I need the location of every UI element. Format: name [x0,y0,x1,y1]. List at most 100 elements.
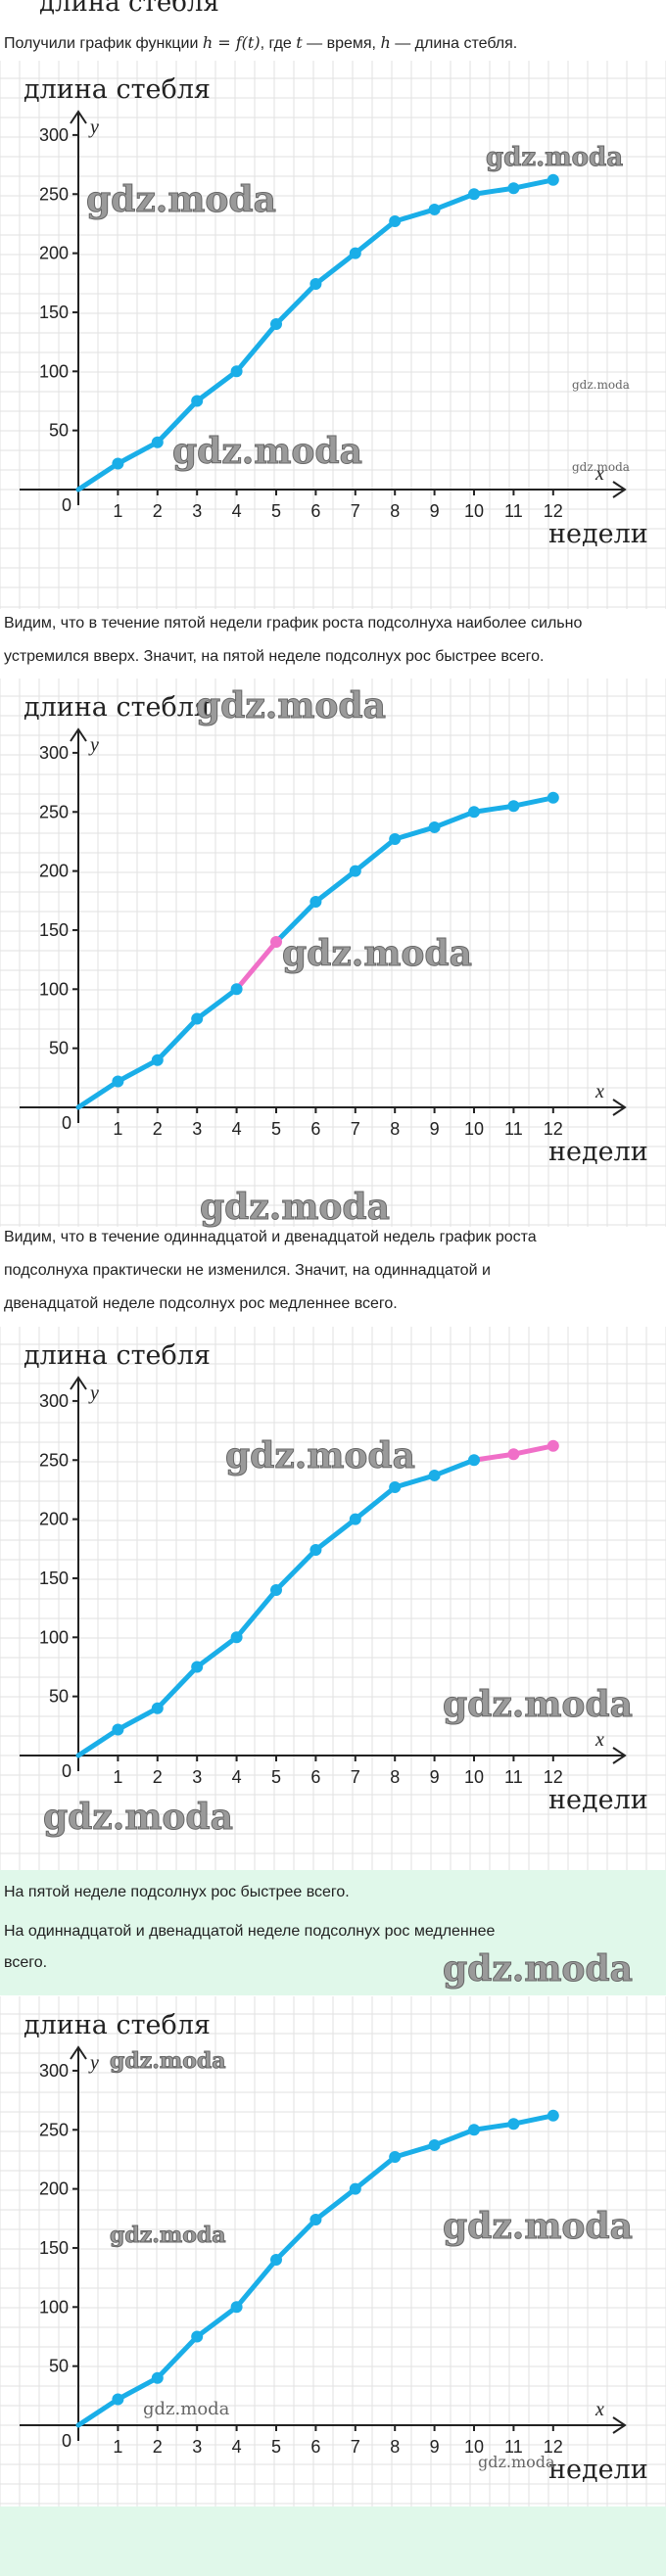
data-point [389,833,402,846]
y-tick-label: 200 [39,2179,69,2199]
intro-text-after-t: — время, [302,35,381,52]
x-tick-label: 3 [192,1767,202,1787]
data-point [507,2118,520,2131]
growth-chart-4: 50 100 150 200 250 300 1 2 3 4 5 6 7 8 9 10 11 12 0 длина с… [0,1996,666,2545]
x-tick-label: 4 [232,2437,242,2457]
x-tick-label: 12 [544,1119,563,1139]
series-segment [234,1587,279,1640]
y-tick-label: 200 [39,862,69,881]
series-segment [471,803,516,815]
x-axis-letter: x [595,2399,604,2420]
watermark: gdz.moda [43,1797,234,1839]
x-axis-letter: x [595,1729,604,1751]
intro-text-middle: , где [260,35,297,52]
x-tick-label: 12 [544,501,563,521]
x-tick-label: 1 [113,2437,122,2457]
data-point [151,436,164,448]
series-segment [115,2375,161,2402]
x-tick-label: 4 [232,1767,242,1787]
y-tick-label: 300 [39,2061,69,2081]
series-segment [155,1015,200,1063]
x-tick-label: 2 [153,2437,163,2457]
paragraph-slowest: Видим, что в течение одиннадцатой и двен… [0,1221,666,1321]
data-point [547,791,559,804]
y-axis-title: длина стебля [24,692,211,723]
series-segment [75,460,120,492]
series-segment [75,1078,120,1110]
y-tick-label: 50 [49,421,69,441]
x-axis-title: недели [548,519,648,549]
growth-chart-2: 50 100 150 200 250 300 1 2 3 4 5 6 7 8 9 10 11 12 0 длина с… [0,679,666,1227]
x-axis-title: недели [548,1137,648,1167]
x-axis-letter: x [595,1081,604,1102]
series-segment [273,899,318,945]
y-axis-arrow [70,2045,87,2060]
x-tick-label: 6 [310,1119,320,1139]
data-point [151,1702,164,1714]
watermark: gdz.moda [196,685,387,727]
x-axis-arrow [612,2416,627,2434]
data-point [349,1513,361,1525]
y-tick-label: 200 [39,1510,69,1529]
x-tick-label: 12 [544,2437,563,2457]
answer-line: На пятой неделе подсолнух рос быстрее вс… [4,1884,350,1900]
x-tick-label: 1 [113,1767,122,1787]
series-segment [273,281,318,327]
series-segment [234,939,279,992]
x-tick-label: 9 [430,1119,440,1139]
series-segment [155,398,200,445]
data-point [230,2301,243,2314]
data-point [349,2182,361,2195]
y-tick-label: 150 [39,1569,69,1588]
y-axis-letter: y [88,1382,99,1404]
data-point [468,1454,480,1467]
x-tick-label: 8 [390,2437,400,2457]
x-tick-label: 4 [232,501,242,521]
y-tick-label: 100 [39,361,69,381]
x-tick-label: 12 [544,1767,563,1787]
series-segment [471,1451,516,1463]
data-point [309,277,322,290]
x-tick-label: 9 [430,2437,440,2457]
series-segment [353,1484,398,1522]
series-segment [432,1457,477,1478]
data-point [270,1584,282,1597]
x-tick-label: 11 [504,1767,523,1787]
x-tick-label: 2 [153,1767,163,1787]
intro-text-after-h: — длина стебля. [390,35,518,52]
series-segment [155,1663,200,1711]
series-segment [312,868,358,905]
x-tick-label: 3 [192,1119,202,1139]
data-point [547,173,559,186]
intro-formula: h = f(t) [202,33,261,52]
data-point [151,1054,164,1066]
data-point [112,1075,124,1088]
x-tick-label: 10 [464,2437,484,2457]
x-tick-label: 9 [430,501,440,521]
watermark: gdz.moda [225,1435,416,1477]
y-tick-label: 250 [39,802,69,821]
y-tick-label: 250 [39,184,69,204]
data-point [270,2254,282,2267]
x-tick-label: 7 [351,1119,360,1139]
watermark: gdz.moda [443,1948,634,1991]
paragraph-line: Видим, что в течение пятой недели график… [4,615,583,632]
data-point [547,1439,559,1452]
data-point [230,365,243,378]
data-point [507,1448,520,1461]
data-point [270,318,282,331]
data-point [309,2213,322,2225]
origin-label: 0 [62,1113,71,1133]
series-segment [471,2121,516,2132]
watermark: gdz.moda [572,460,630,474]
answer-box: На пятой неделе подсолнух рос быстрее вс… [0,1870,666,1995]
data-point [547,2109,559,2122]
origin-label: 0 [62,1761,71,1781]
series-segment [75,1726,120,1758]
series-segment [312,251,358,287]
y-tick-label: 150 [39,2238,69,2258]
x-tick-label: 10 [464,1119,484,1139]
x-tick-label: 8 [390,501,400,521]
